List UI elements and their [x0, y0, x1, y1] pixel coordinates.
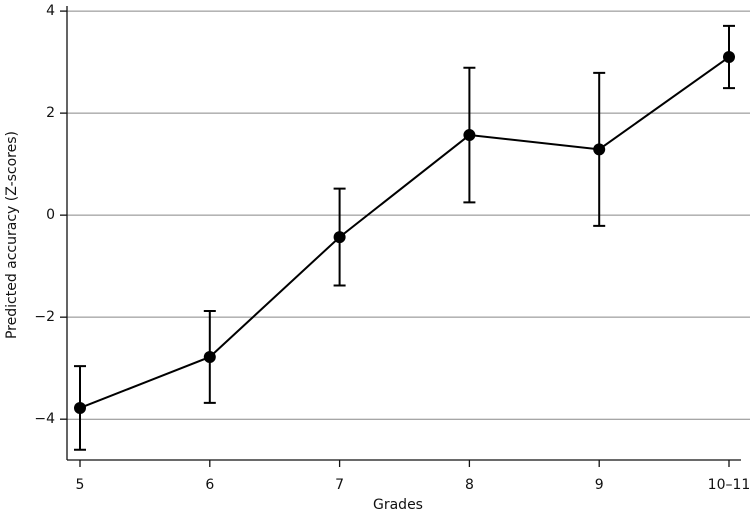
x-tick-label: 10–11	[708, 477, 750, 493]
x-tick-label: 7	[335, 477, 344, 493]
y-tick-label: 2	[46, 105, 55, 121]
line	[79, 56, 730, 409]
y-axis-title: Predicted accuracy (Z-scores)	[4, 131, 20, 339]
y-tick-label: −2	[34, 309, 55, 325]
x-tick-label: 9	[595, 477, 604, 493]
x-tick-label: 8	[465, 477, 474, 493]
point	[333, 231, 346, 244]
point	[723, 51, 735, 64]
point	[74, 401, 86, 414]
y-tick-label: 0	[46, 207, 55, 223]
point	[593, 143, 606, 156]
x-axis-title: Grades	[373, 497, 423, 513]
x-tick-label: 5	[76, 477, 85, 493]
y-tick-label: −4	[34, 411, 55, 427]
y-tick-label: 4	[46, 3, 55, 19]
point	[203, 350, 216, 363]
x-tick-label: 6	[205, 477, 214, 493]
point	[463, 129, 476, 142]
